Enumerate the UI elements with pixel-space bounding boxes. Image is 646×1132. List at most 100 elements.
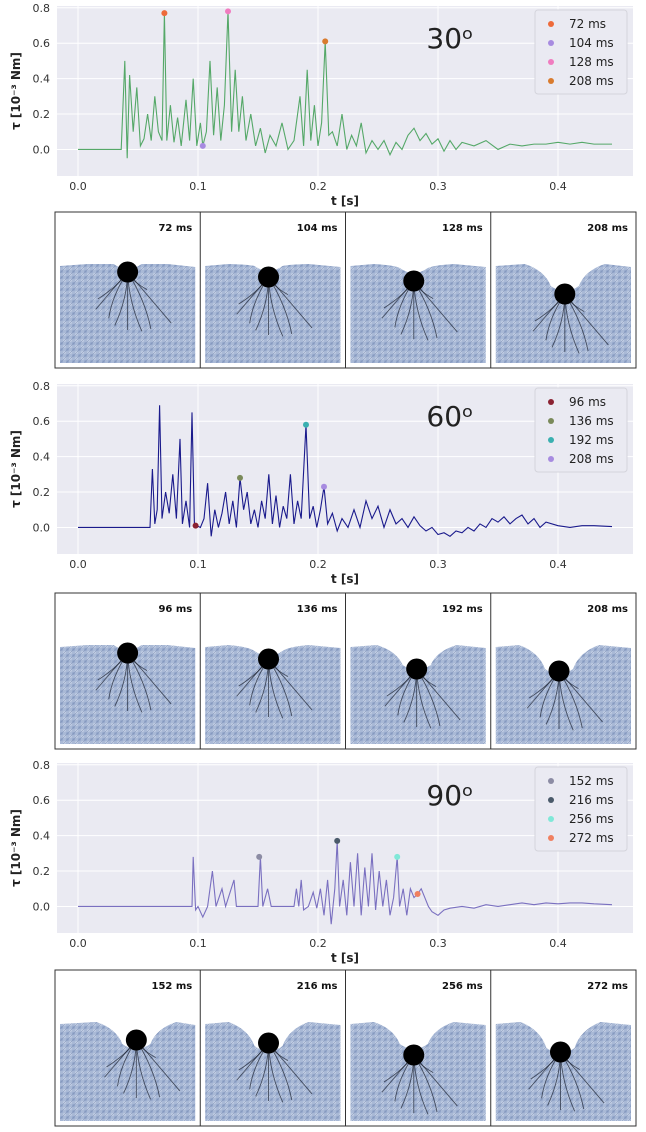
snapshot-label: 256 ms [442,981,483,992]
x-tick-label: 0.3 [429,180,447,193]
legend-label: 136 ms [569,414,614,428]
legend-label: 208 ms [569,452,614,466]
intruder [406,658,428,680]
data-point [334,837,341,844]
snapshot-label: 192 ms [442,604,483,615]
chart-title: 60ᵒ [426,400,473,433]
x-tick-label: 0.0 [69,180,87,193]
x-tick-label: 0.1 [189,558,207,571]
snapshot-row: 72 ms 104 ms 128 ms 208 ms [54,211,637,369]
intruder [258,648,280,670]
legend-box [534,766,628,852]
granular-bed [495,645,631,744]
intruder [548,660,570,682]
legend-label: 104 ms [569,36,614,50]
data-point [199,142,206,149]
x-tick-label: 0.4 [549,937,567,950]
x-tick-label: 0.4 [549,180,567,193]
chart: 0.0 0.2 0.4 0.6 0.8 0.0 0.1 0.2 0.3 0.4 t [s] τ [10… [9,380,633,586]
data-point [256,853,263,860]
y-tick-label: 0.2 [33,865,51,878]
x-tick-label: 0.0 [69,558,87,571]
x-tick-label: 0.3 [429,937,447,950]
snapshot-label: 216 ms [297,981,338,992]
legend-label: 208 ms [569,74,614,88]
legend-label: 152 ms [569,774,614,788]
y-tick-label: 0.8 [33,380,51,393]
data-point [321,483,327,490]
snapshot-frame [54,969,637,1127]
chart: 0.0 0.2 0.4 0.6 0.8 0.0 0.1 0.2 0.3 0.4 t [s] τ [10… [9,2,633,208]
data-line [78,11,612,159]
legend-marker [548,778,554,784]
legend-box [534,9,628,95]
granular-bed [350,264,486,363]
x-tick-label: 0.1 [189,180,207,193]
x-tick-label: 0.4 [549,558,567,571]
legend-marker [548,456,554,462]
data-line [78,405,613,537]
snapshot-label: 208 ms [587,223,628,234]
y-tick-label: 0.4 [33,451,51,464]
intruder [258,266,280,288]
y-tick-label: 0.0 [33,143,51,156]
x-tick-label: 0.2 [309,180,327,193]
snapshot-label: 104 ms [297,223,338,234]
snapshot-label: 272 ms [587,981,628,992]
y-tick-label: 0.2 [33,108,51,121]
x-tick-label: 0.1 [189,937,207,950]
legend-label: 272 ms [569,831,614,845]
data-point [414,891,421,898]
legend-marker [548,399,554,405]
legend-marker [548,40,554,46]
intruder [258,1032,280,1054]
legend-marker [548,59,554,65]
x-tick-label: 0.2 [309,558,327,571]
snapshot-row: 96 ms 136 ms 192 ms 208 ms [54,592,637,750]
intruder [117,642,139,664]
legend-label: 96 ms [569,395,606,409]
snapshot-label: 128 ms [442,223,483,234]
y-tick-label: 0.6 [33,415,51,428]
x-tick-label: 0.0 [69,937,87,950]
legend-label: 256 ms [569,812,614,826]
legend-marker [548,78,554,84]
y-tick-label: 0.6 [33,794,51,807]
y-tick-label: 0.8 [33,2,51,15]
chart: 0.0 0.2 0.4 0.6 0.8 0.0 0.1 0.2 0.3 0.4 t [s] τ [10… [9,759,633,965]
snapshot-label: 152 ms [152,981,193,992]
chart-title: 90ᵒ [426,779,473,812]
y-tick-label: 0.0 [33,521,51,534]
legend-label: 192 ms [569,433,614,447]
x-tick-label: 0.2 [309,937,327,950]
granular-bed [205,264,341,363]
x-tick-label: 0.3 [429,558,447,571]
intruder [403,270,425,292]
snapshot-frame [54,592,637,750]
granular-bed [60,1022,196,1121]
legend-marker [548,21,554,27]
legend-label: 128 ms [569,55,614,69]
snapshot-frame [54,211,637,369]
legend-label: 216 ms [569,793,614,807]
data-point [394,853,401,860]
granular-bed [205,1022,341,1121]
chart-title: 30ᵒ [426,22,473,55]
x-axis-label: t [s] [331,572,359,586]
data-line [78,840,613,925]
y-tick-label: 0.8 [33,759,51,772]
x-axis-label: t [s] [331,194,359,208]
intruder [403,1044,425,1066]
legend-marker [548,816,554,822]
legend-marker [548,797,554,803]
snapshot-label: 136 ms [297,604,338,615]
y-tick-label: 0.2 [33,486,51,499]
intruder [554,283,576,305]
intruder [549,1041,571,1063]
snapshot-label: 208 ms [587,604,628,615]
snapshot-row: 152 ms 216 ms 256 ms 272 ms [54,969,637,1127]
data-point [237,474,243,481]
data-point [303,421,309,428]
y-axis-label: τ [10⁻³ Nm] [9,809,23,887]
legend-box [534,387,628,473]
